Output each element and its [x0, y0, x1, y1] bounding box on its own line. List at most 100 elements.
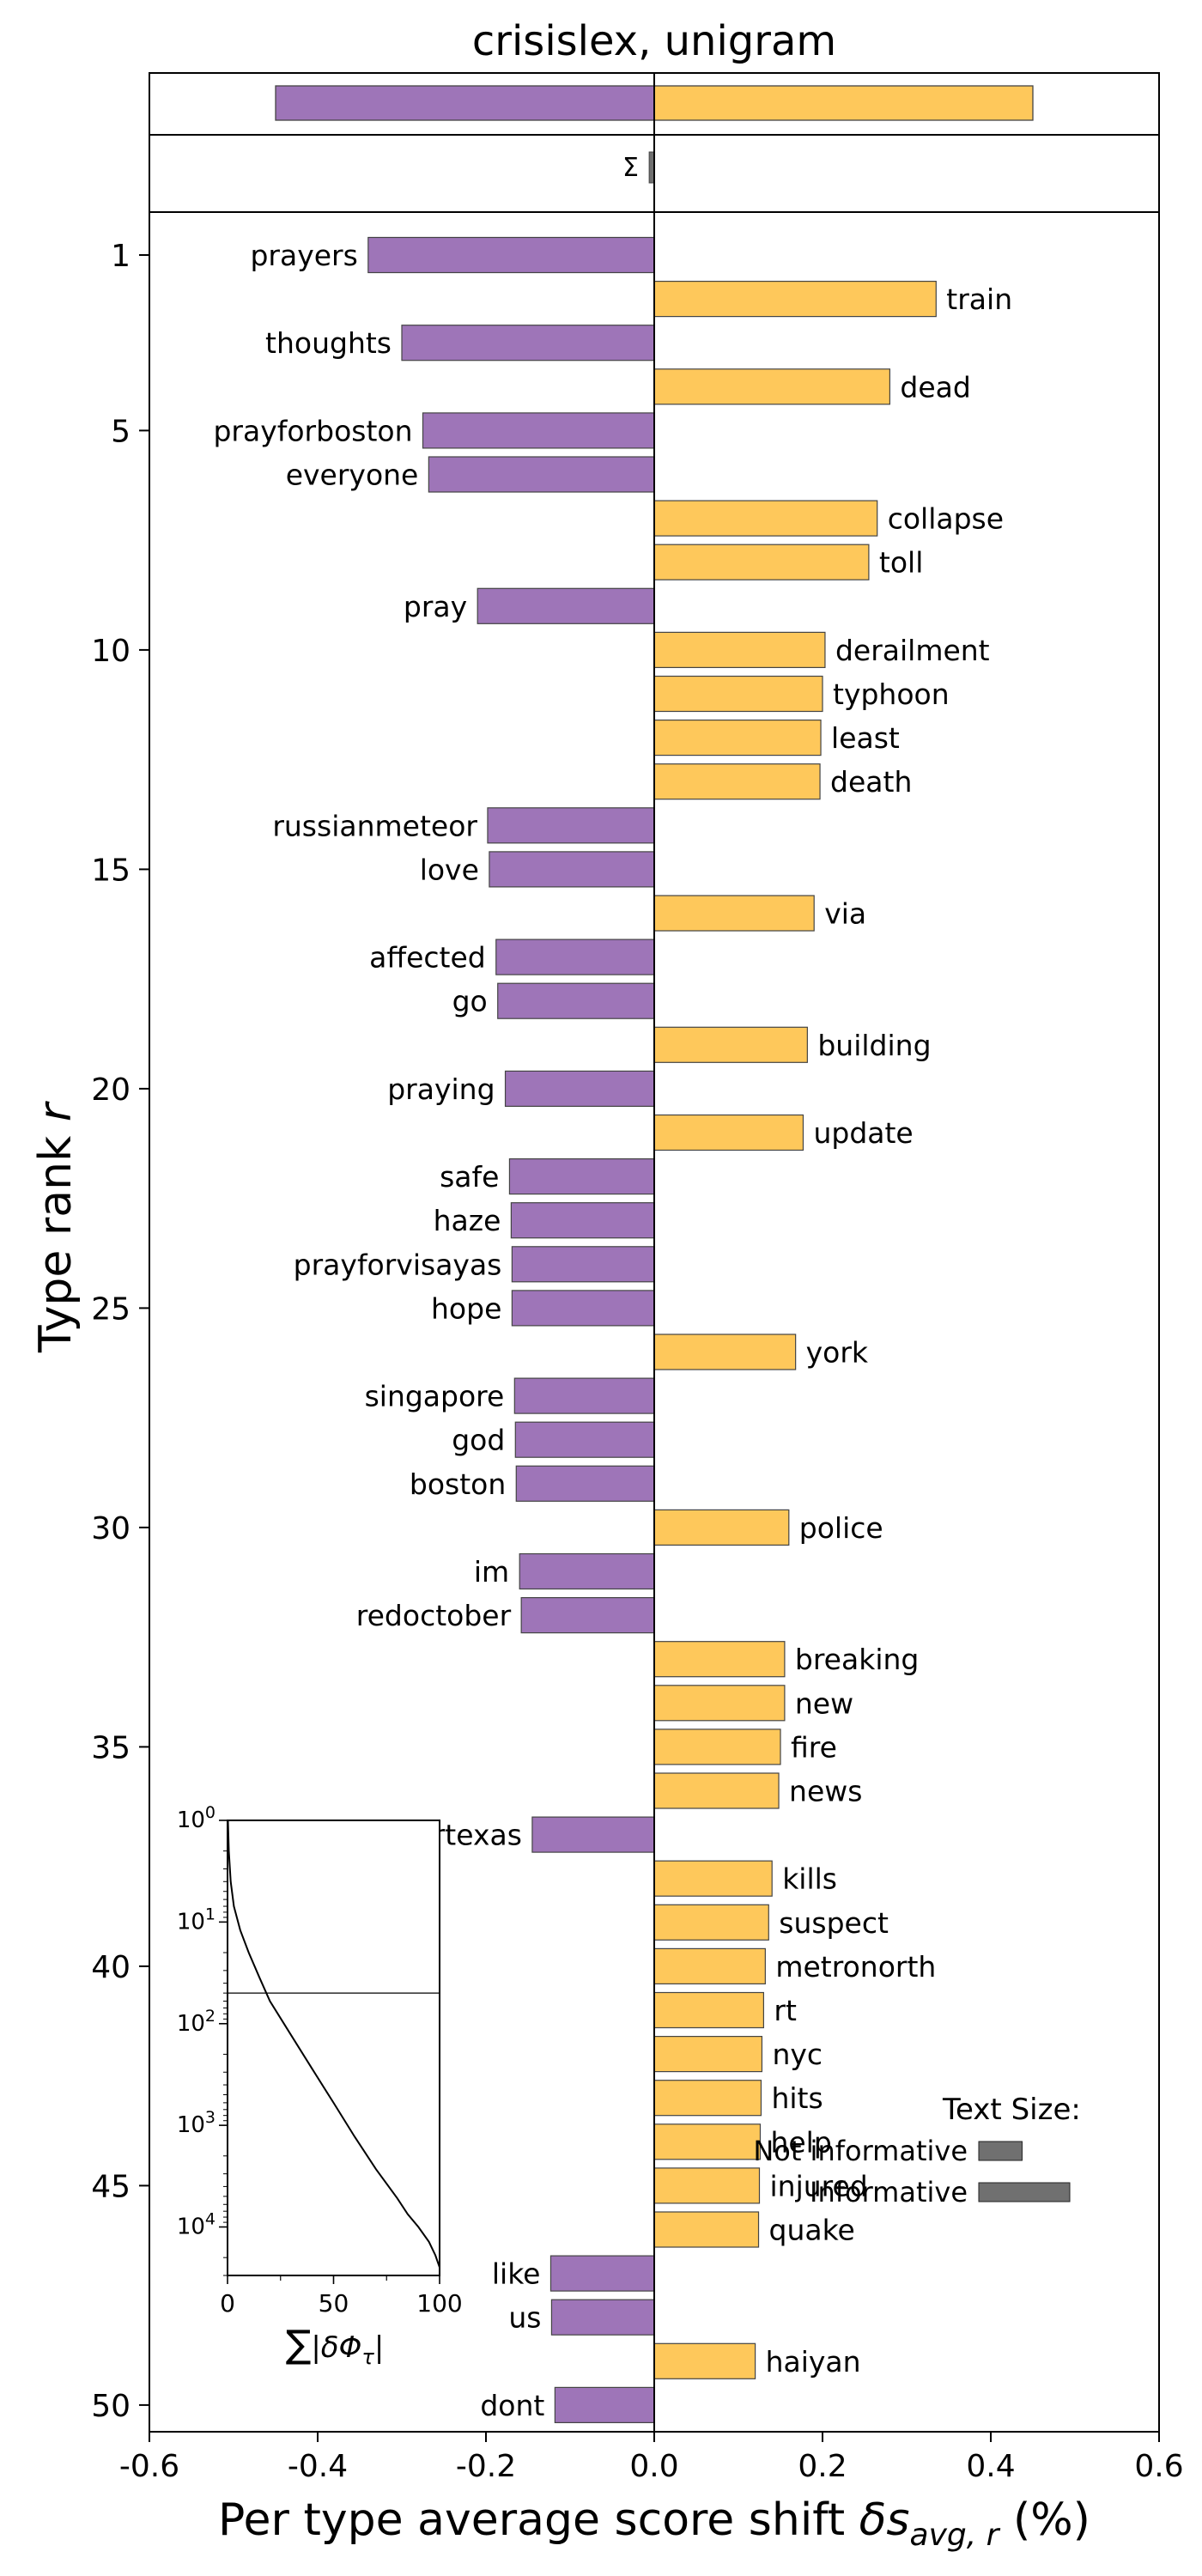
y-tick-label: 10	[91, 634, 131, 669]
legend-label: Not informative	[753, 2135, 968, 2167]
bar-label-god: god	[452, 1424, 505, 1457]
bar-label-hope: hope	[431, 1291, 501, 1325]
bar-label-police: police	[799, 1511, 883, 1545]
bar-dead	[653, 368, 890, 405]
y-axis-label-text: Type rank	[30, 1121, 82, 1353]
x-tick-label: 0.0	[629, 2449, 678, 2484]
bar-safe	[508, 1157, 655, 1195]
bar-label-thoughts: thoughts	[265, 326, 392, 360]
bar-fire	[653, 1728, 781, 1765]
bar-label-rt: rt	[774, 1994, 797, 2027]
bar-label-love: love	[420, 853, 479, 886]
legend-title: Text Size:	[942, 2093, 1081, 2127]
bar-redoctober	[520, 1596, 655, 1634]
bar-york	[653, 1334, 797, 1370]
x-tick-label: 0.4	[966, 2449, 1015, 2484]
bar-least	[653, 719, 822, 756]
y-tick-label: 50	[91, 2389, 131, 2424]
bar-prayers	[367, 236, 655, 274]
x-tick-label: -0.4	[288, 2449, 348, 2484]
bar-thoughts	[401, 325, 655, 361]
bar-injured	[653, 2167, 761, 2204]
bar-prayfortexas	[531, 1816, 655, 1853]
inset-y-tick-exponent: 3	[205, 2108, 216, 2127]
bar-label-redoctober: redoctober	[356, 1599, 512, 1632]
inset-y-tick-label: 104	[177, 2210, 216, 2240]
bar-label-boston: boston	[410, 1467, 506, 1501]
inset-background	[227, 1820, 440, 2276]
bar-hits	[653, 2080, 762, 2117]
bar-label-kills: kills	[782, 1862, 837, 1896]
bar-praying	[504, 1070, 655, 1108]
inset-x-label-end: |	[374, 2330, 384, 2365]
bar-label-train: train	[946, 283, 1012, 316]
bar-label-derailment: derailment	[835, 634, 990, 667]
total-positive-bar	[653, 85, 1034, 121]
bar-label-collapse: collapse	[888, 502, 1004, 536]
bar-label-new: new	[795, 1686, 853, 1720]
bar-label-everyone: everyone	[286, 459, 419, 492]
bar-prayforvisayas	[511, 1246, 655, 1283]
bar-label-least: least	[831, 721, 900, 755]
bar-label-pray: pray	[404, 590, 467, 623]
bar-everyone	[428, 456, 655, 493]
inset-x-tick-label: 50	[319, 2289, 349, 2318]
bar-boston	[515, 1465, 655, 1502]
y-tick-label: 5	[111, 414, 131, 449]
y-tick-label: 40	[91, 1950, 131, 1985]
bar-update	[653, 1114, 804, 1151]
bar-label-dead: dead	[900, 370, 970, 404]
bar-label-prayers: prayers	[250, 239, 357, 272]
bar-label-breaking: breaking	[795, 1643, 919, 1676]
bar-breaking	[653, 1641, 786, 1678]
bar-label-hits: hits	[771, 2081, 823, 2115]
y-axis-label-symbol: r	[30, 1100, 82, 1121]
bar-quake	[653, 2211, 760, 2248]
y-tick-label: 45	[91, 2169, 131, 2204]
bar-metronorth	[653, 1947, 766, 1984]
bar-label-toll: toll	[879, 546, 923, 580]
bar-nyc	[653, 2036, 763, 2073]
inset-y-tick-label: 102	[177, 2007, 216, 2037]
x-tick-label: 0.2	[798, 2449, 847, 2484]
bar-label-praying: praying	[387, 1072, 495, 1106]
bar-death	[653, 763, 821, 800]
bar-label-news: news	[789, 1775, 862, 1808]
bar-label-via: via	[824, 897, 866, 931]
bar-haiyan	[653, 2342, 756, 2379]
inset-y-tick-exponent: 1	[205, 1905, 216, 1923]
inset-y-tick-base: 10	[177, 1909, 205, 1935]
bar-label-suspect: suspect	[779, 1906, 889, 1940]
bar-label-safe: safe	[440, 1160, 499, 1194]
inset-x-label-body: |δΦ	[311, 2330, 361, 2365]
y-tick-label: 1	[111, 239, 131, 274]
inset-y-tick-exponent: 4	[205, 2210, 216, 2229]
bar-toll	[653, 544, 870, 580]
x-tick-label: 0.6	[1134, 2449, 1183, 2484]
inset-y-tick-label: 103	[177, 2108, 216, 2138]
bar-rt	[653, 1991, 765, 2029]
bar-label-metronorth: metronorth	[775, 1950, 936, 1984]
inset-x-label-subscript: τ	[361, 2345, 374, 2369]
bar-pray	[477, 587, 655, 624]
bar-train	[653, 281, 937, 318]
bar-prayforboston	[422, 412, 655, 449]
bar-suspect	[653, 1904, 769, 1941]
inset-cumulative-curve	[227, 1820, 440, 2268]
bar-news	[653, 1772, 780, 1809]
x-axis-label-text: Per type average score shift	[218, 2494, 859, 2546]
bar-love	[489, 851, 655, 888]
bar-god	[514, 1421, 655, 1458]
legend-swatch	[978, 2141, 1023, 2161]
bar-derailment	[653, 631, 826, 669]
bar-go	[497, 982, 655, 1019]
inset-y-tick-base: 10	[177, 1807, 205, 1833]
bar-label-quake: quake	[769, 2214, 855, 2247]
bar-affected	[495, 939, 655, 975]
bar-label-typhoon: typhoon	[833, 677, 950, 711]
bar-label-russianmeteor: russianmeteor	[272, 809, 477, 842]
inset-y-tick-label: 101	[177, 1905, 216, 1935]
bar-building	[653, 1026, 808, 1063]
sigma-label: Σ	[622, 153, 639, 183]
